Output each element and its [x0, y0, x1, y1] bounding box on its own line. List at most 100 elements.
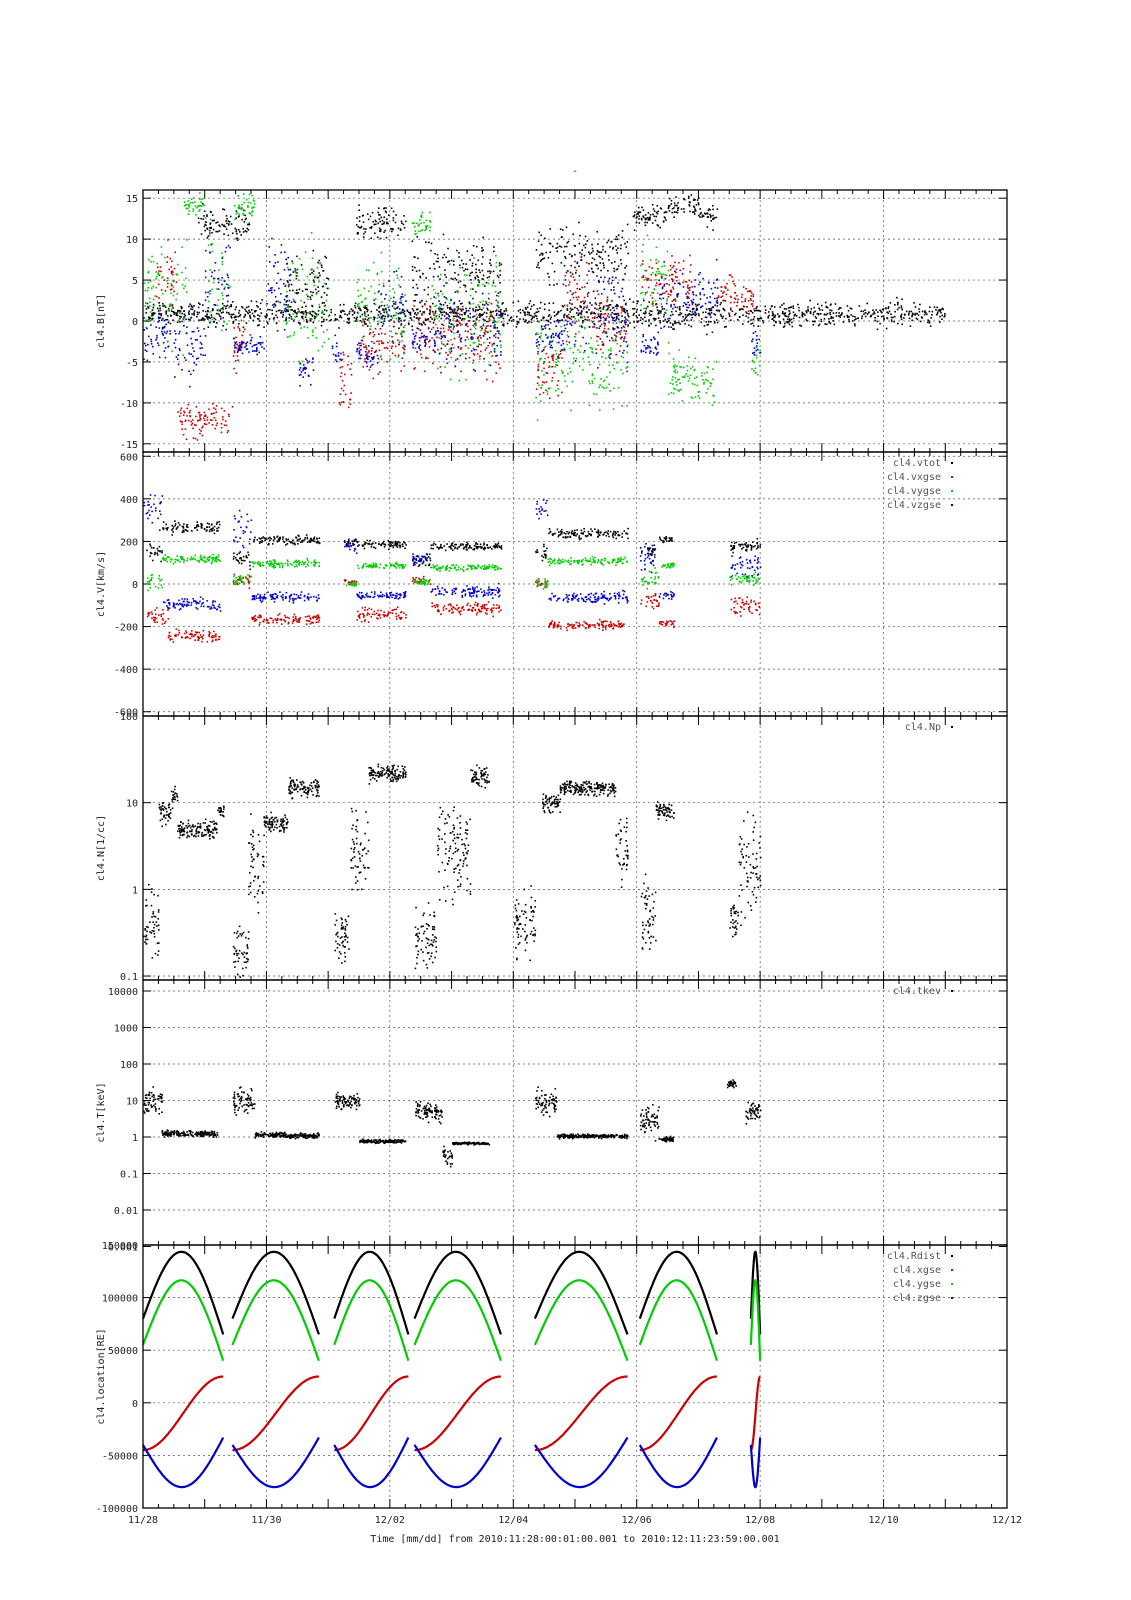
data-point [940, 308, 942, 311]
data-point [809, 312, 812, 314]
data-point [438, 306, 441, 308]
data-point [552, 333, 554, 335]
data-point [916, 313, 918, 315]
data-point [488, 275, 491, 278]
data-point [497, 363, 500, 366]
data-point [453, 264, 455, 266]
data-point [385, 308, 387, 311]
data-point [456, 290, 458, 292]
data-point [251, 312, 254, 315]
data-point [243, 341, 245, 344]
data-point [492, 316, 494, 319]
data-point [887, 306, 890, 308]
data-point [620, 262, 623, 265]
data-point [540, 259, 543, 261]
data-point [178, 312, 181, 314]
data-point [294, 316, 297, 318]
data-point [841, 313, 843, 315]
data-point [174, 338, 177, 341]
data-point [641, 286, 644, 288]
data-point [239, 348, 242, 351]
data-point [209, 419, 212, 421]
data-point [188, 305, 190, 308]
data-point [242, 342, 244, 344]
data-point [457, 346, 460, 348]
data-point [652, 292, 655, 294]
data-point [367, 269, 370, 272]
data-point [741, 307, 743, 310]
data-point [786, 318, 789, 321]
data-point [155, 326, 157, 328]
data-point [698, 203, 700, 206]
data-point [412, 341, 414, 344]
data-point [621, 306, 624, 309]
data-point [565, 226, 568, 229]
data-point [241, 334, 243, 337]
data-point [747, 321, 750, 323]
data-point [652, 317, 655, 320]
data-point [488, 342, 491, 344]
data-point [144, 344, 147, 347]
data-point [586, 319, 588, 321]
data-point [568, 281, 571, 284]
data-point [547, 272, 549, 275]
data-point [709, 382, 712, 384]
data-point [431, 362, 434, 365]
data-point [469, 344, 472, 347]
data-point [358, 350, 361, 352]
data-point [414, 256, 416, 258]
data-point [172, 319, 174, 321]
data-point [562, 305, 565, 308]
data-point [623, 349, 625, 352]
data-point [318, 306, 321, 308]
data-point [727, 289, 729, 291]
data-point [657, 260, 660, 263]
data-point [589, 346, 591, 349]
data-point [578, 288, 581, 291]
data-point [267, 283, 270, 285]
data-point [362, 236, 365, 238]
data-point [672, 286, 674, 289]
data-point [245, 342, 247, 345]
data-point [707, 312, 709, 315]
data-point [424, 344, 427, 347]
data-point [894, 304, 896, 306]
data-point [423, 310, 426, 313]
data-point [599, 315, 601, 318]
data-point [202, 218, 204, 220]
data-point [358, 347, 360, 350]
data-point [212, 281, 215, 284]
data-point [172, 286, 175, 289]
data-point [802, 313, 805, 315]
data-point [207, 326, 210, 329]
data-point [690, 299, 693, 302]
data-point [372, 377, 375, 380]
data-point [290, 301, 293, 304]
data-point [373, 318, 375, 321]
data-point [733, 301, 736, 304]
data-point [227, 244, 230, 247]
data-point [579, 306, 582, 309]
data-point [657, 317, 660, 319]
data-point [583, 351, 585, 354]
data-point [655, 246, 658, 249]
data-point [825, 306, 828, 308]
data-point [758, 352, 761, 354]
data-point [347, 322, 350, 325]
data-point [701, 372, 703, 374]
data-point [292, 298, 295, 301]
data-point [380, 313, 382, 315]
data-point [296, 272, 298, 274]
data-point [567, 313, 570, 316]
data-point [600, 317, 602, 319]
data-point [663, 284, 666, 287]
data-point [666, 320, 668, 323]
data-point [741, 293, 743, 296]
data-point [911, 315, 913, 318]
data-point [213, 321, 215, 323]
data-point [164, 290, 167, 292]
data-point [604, 319, 607, 321]
data-point [207, 235, 210, 237]
data-point [267, 289, 270, 292]
data-point [625, 341, 628, 343]
